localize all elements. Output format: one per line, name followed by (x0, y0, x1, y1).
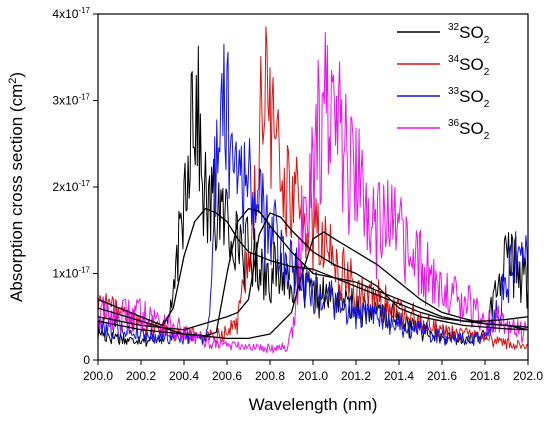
y-tick-label-4: 4x10-17 (52, 6, 90, 21)
legend-formula-36: SO (459, 119, 484, 138)
x-tick-label-1: 200.2 (126, 369, 156, 383)
x-tick-label-10: 202.0 (513, 369, 543, 383)
y-tick-label-0: 0 (83, 353, 90, 367)
y-tick-label-2: 2x10-17 (52, 179, 90, 194)
legend-subscript-33: 2 (484, 99, 490, 110)
x-tick-label-8: 201.6 (427, 369, 457, 383)
y-tick-exponent-1: -17 (78, 266, 90, 275)
legend-label-34: 34SO2 (448, 54, 490, 78)
y-tick-base-1: 1x10 (52, 267, 78, 281)
legend-subscript-32: 2 (484, 35, 490, 46)
smoothed-curve-2 (97, 207, 529, 337)
legend-mass-32: 32 (448, 22, 460, 33)
x-tick-label-6: 201.2 (341, 369, 371, 383)
x-tick-label-0: 200.0 (83, 369, 113, 383)
y-axis-label-end: ) (7, 72, 26, 78)
axes: 200.0 200.2 200.4 200.6 200.8 201.0 201.2 201.4… (7, 6, 543, 414)
x-tick-label-5: 201.0 (298, 369, 328, 383)
legend-label-36: 36SO2 (448, 118, 490, 142)
legend-formula-32: SO (459, 23, 484, 42)
y-axis-label: Absorption cross section (cm2) (7, 72, 26, 302)
x-tick-label-2: 200.4 (169, 369, 199, 383)
smoothed-curve-1 (97, 207, 529, 327)
legend-formula-34: SO (459, 55, 484, 74)
legend-mass-34: 34 (448, 54, 460, 65)
legend-mass-36: 36 (448, 118, 460, 129)
series-line-34 (97, 26, 529, 350)
y-tick-base-3: 3x10 (52, 94, 78, 108)
series-line-33 (97, 43, 529, 347)
y-tick-base-2: 2x10 (52, 180, 78, 194)
legend-mass-33: 33 (448, 86, 460, 97)
y-axis-label-text: Absorption cross section (cm (7, 84, 26, 302)
smoothed-curve-4 (97, 231, 529, 340)
x-axis-label: Wavelength (nm) (249, 395, 378, 414)
smoothed-curve-3 (97, 212, 529, 331)
y-tick-exponent-3: -17 (78, 93, 90, 102)
x-tick-label-4: 200.8 (255, 369, 285, 383)
y-tick-exponent-2: -17 (78, 179, 90, 188)
y-axis-label-superscript: 2 (7, 78, 19, 84)
plot-area (97, 26, 529, 354)
legend-label-33: 33SO2 (448, 86, 490, 110)
y-tick-exponent-4: -17 (78, 6, 90, 15)
x-tick-label-7: 201.4 (384, 369, 414, 383)
y-tick-label-3: 3x10-17 (52, 93, 90, 108)
legend-formula-33: SO (459, 87, 484, 106)
legend-subscript-36: 2 (484, 131, 490, 142)
x-tick-label-9: 201.8 (470, 369, 500, 383)
legend-label-32: 32SO2 (448, 22, 490, 46)
y-tick-label-1: 1x10-17 (52, 266, 90, 281)
y-tick-base-4: 4x10 (52, 7, 78, 21)
x-tick-label-3: 200.6 (212, 369, 242, 383)
y-tick-base-0: 0 (83, 353, 90, 367)
legend-subscript-34: 2 (484, 67, 490, 78)
